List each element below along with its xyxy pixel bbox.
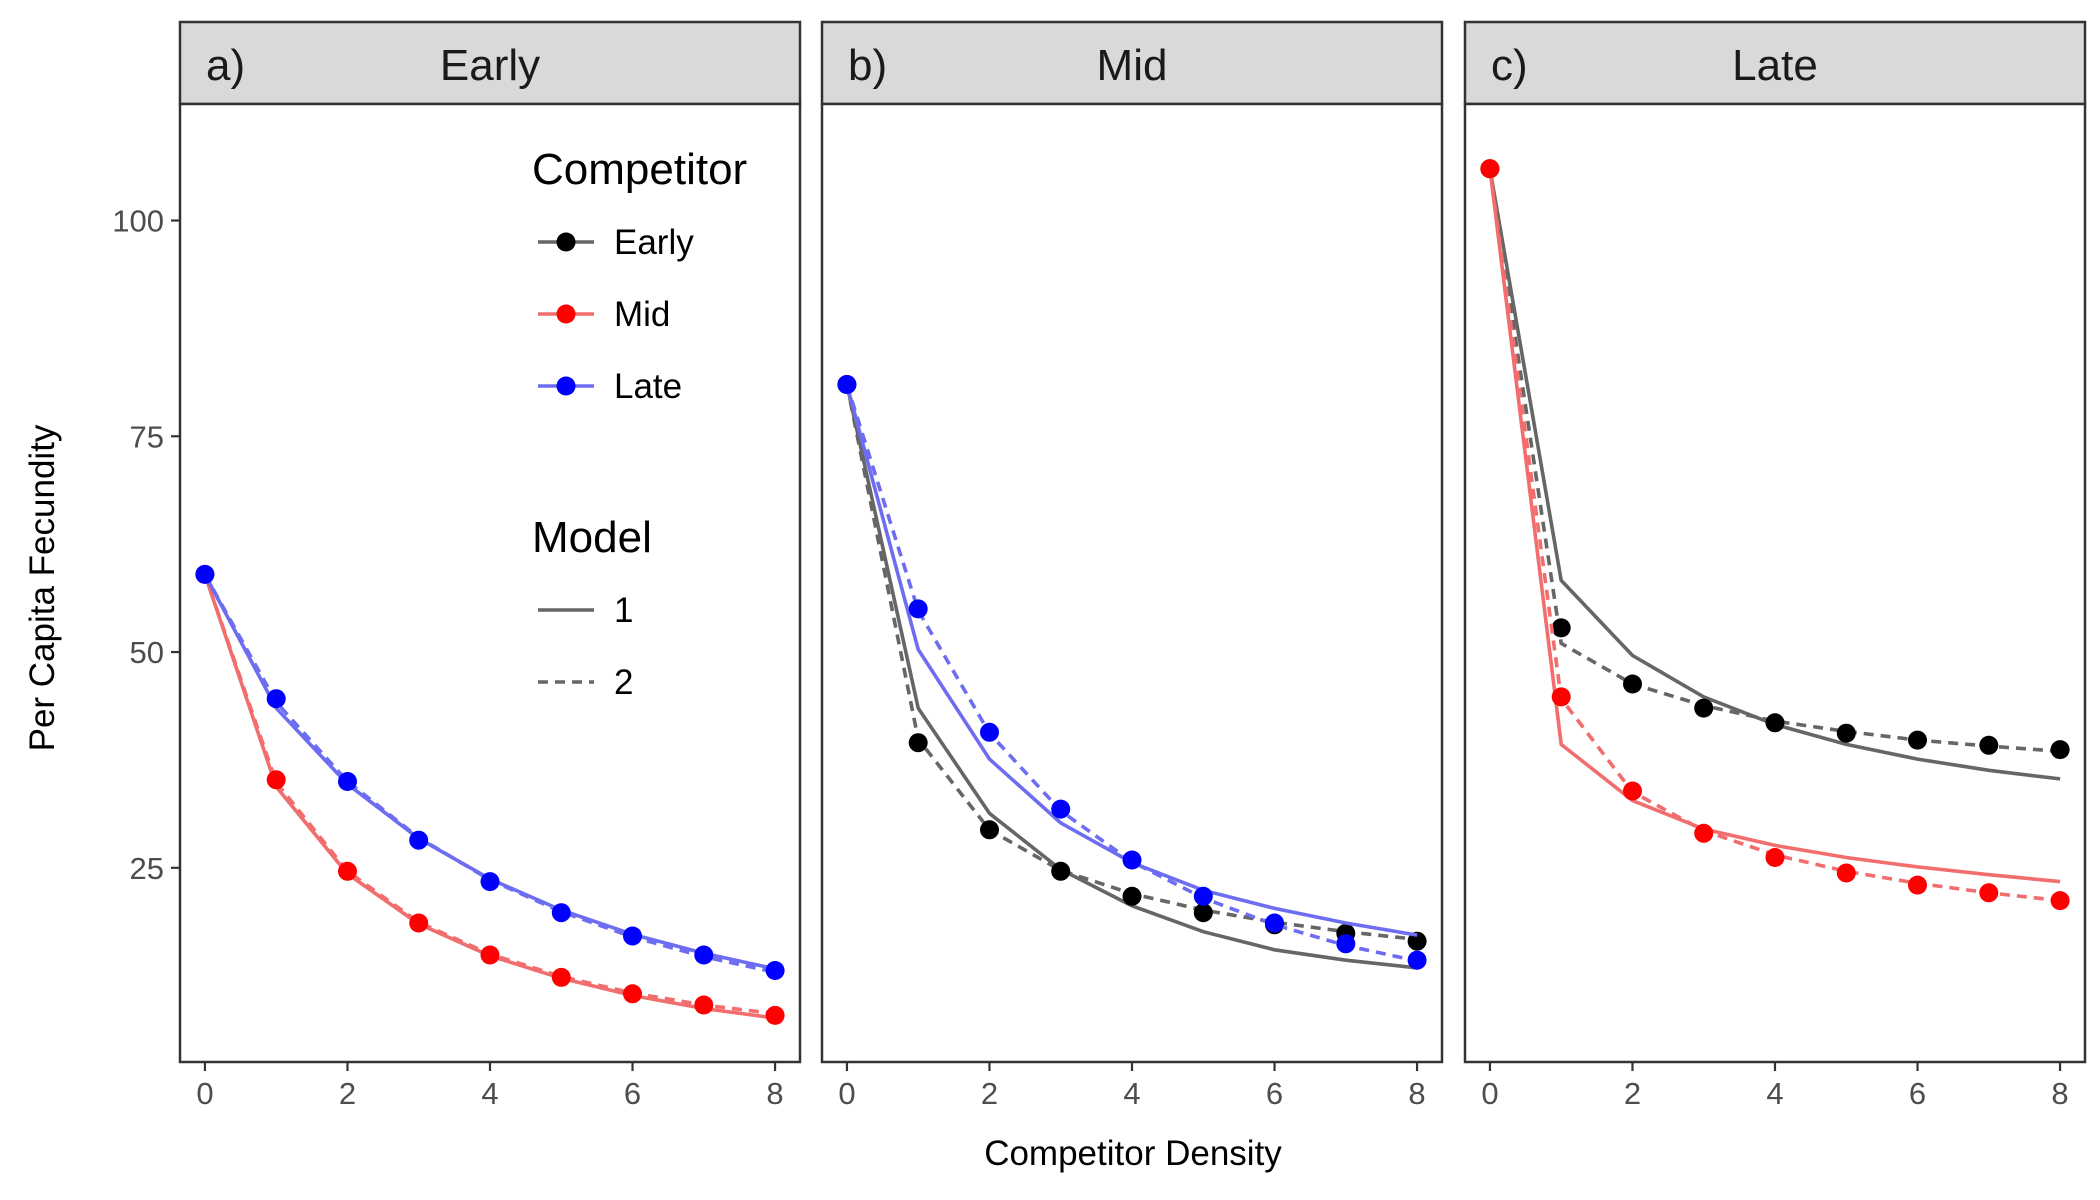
plot-area [820,102,1444,1064]
strip-background [178,20,802,106]
point-late [551,903,571,923]
point-mid [1623,781,1642,801]
point-late [1193,886,1213,906]
legend-label: 2 [614,663,633,702]
point-mid [409,913,429,933]
y-axis-title: Per Capita Fecundity [23,424,62,751]
point-early [1765,713,1785,733]
point-late [765,961,785,980]
y-tick-label: 50 [130,635,164,670]
legend-key-point [556,232,576,252]
point-mid [623,984,642,1004]
point-late [837,375,857,394]
legend-label: 1 [614,591,633,630]
legend-label: Mid [614,295,670,334]
x-tick-label: 2 [339,1076,356,1111]
point-early [980,820,999,840]
point-mid [1551,687,1571,707]
panel-mid: b) Mid 0 2 4 6 8 [820,20,1444,1111]
legend-key-point [556,304,576,324]
point-late [1122,850,1142,870]
x-tick-label: 4 [481,1076,498,1111]
x-axis-title: Competitor Density [984,1134,1282,1173]
point-late [694,945,714,965]
point-early [1623,674,1642,694]
point-mid [266,770,286,790]
panel-tag: c) [1491,41,1528,90]
point-mid [694,995,714,1015]
y-tick-label: 100 [112,204,164,239]
x-tick-label: 0 [1481,1076,1498,1111]
point-early [1407,931,1427,951]
point-mid [1836,863,1856,883]
panel-title: Late [1732,41,1818,90]
strip-background [820,20,1444,106]
point-mid [1908,875,1927,895]
strip-background [1463,20,2087,106]
panel-tag: a) [206,41,245,90]
point-late [338,772,357,791]
point-mid [338,861,357,881]
point-early [1908,730,1927,750]
x-tick-label: 0 [838,1076,855,1111]
x-tick-label: 2 [981,1076,998,1111]
point-late [266,689,286,709]
point-late [908,599,928,619]
point-early [1051,861,1071,881]
x-tick-label: 2 [1624,1076,1641,1111]
legend-key-point [556,376,576,396]
point-early [908,733,928,753]
x-tick-label: 4 [1123,1076,1140,1111]
x-tick-label: 0 [196,1076,213,1111]
x-tick-label: 8 [2051,1076,2068,1111]
point-mid [551,967,571,987]
panel-title: Early [440,41,540,90]
point-early [1694,698,1714,718]
point-late [980,722,999,742]
point-late [409,830,429,850]
point-late [195,564,215,584]
point-late [480,872,500,892]
x-tick-label: 4 [1766,1076,1783,1111]
point-early [1193,903,1213,923]
point-mid [1480,159,1500,179]
plot-area [1463,102,2087,1064]
chart-panels: a) Early 0 2 4 6 8 25 50 75 100 b) Mid 0 2 4 6 8 c) Late 0 2 4… [112,20,2087,1111]
panel-early: a) Early 0 2 4 6 8 25 50 75 100 [112,20,802,1111]
legend-title-model: Model [532,513,652,562]
point-early [1836,723,1856,743]
point-mid [2050,891,2070,911]
point-early [1122,886,1142,906]
x-tick-label: 6 [1266,1076,1283,1111]
point-late [1051,799,1071,819]
x-tick-label: 8 [1408,1076,1425,1111]
x-tick-label: 8 [766,1076,783,1111]
point-early [1551,618,1571,638]
panel-tag: b) [848,41,887,90]
point-late [1407,950,1427,970]
point-mid [480,945,500,965]
point-mid [1979,883,1999,903]
legend-title-competitor: Competitor [532,145,747,194]
y-tick-label: 75 [130,419,164,454]
y-tick-label: 25 [130,851,164,886]
point-late [1336,934,1356,954]
point-mid [1765,848,1785,867]
point-late [623,926,642,946]
panel-title: Mid [1097,41,1168,90]
plot-area [178,102,802,1064]
legend-label: Early [614,223,694,262]
panel-late: c) Late 0 2 4 6 8 [1463,20,2087,1111]
point-early [1979,735,1999,755]
legend-label: Late [614,367,682,406]
point-early [2050,740,2070,760]
point-late [1265,913,1284,933]
model1-line-mid [1488,168,2061,884]
point-mid [765,1005,785,1025]
point-mid [1694,823,1714,843]
x-tick-label: 6 [1909,1076,1926,1111]
x-tick-label: 6 [624,1076,641,1111]
legend: Competitor Early Mid Late Model 1 2 [532,145,747,702]
